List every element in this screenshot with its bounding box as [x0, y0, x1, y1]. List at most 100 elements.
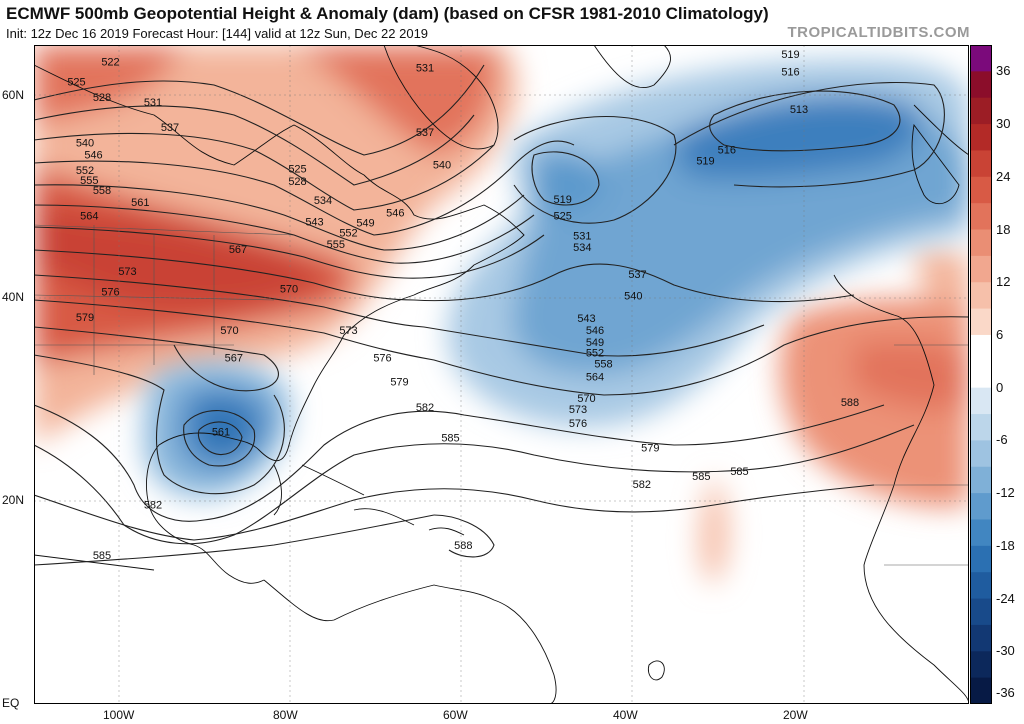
contour-label-582: 582: [144, 499, 162, 511]
colorbar-segment: [970, 203, 992, 231]
contour-label-513: 513: [790, 104, 808, 116]
colorbar-segment: [970, 71, 992, 99]
colorbar-label: -30: [996, 643, 1015, 658]
colorbar-segment: [970, 414, 992, 441]
anomaly-colorbar: [970, 45, 992, 704]
contour-label-525: 525: [67, 77, 85, 89]
contour-label-570: 570: [280, 283, 298, 295]
contour-label-585: 585: [730, 466, 748, 478]
colorbar-segment: [970, 651, 992, 679]
contour-label-522: 522: [101, 56, 119, 68]
contour-label-576: 576: [373, 352, 391, 364]
colorbar-segment: [970, 624, 992, 652]
forecast-info: Init: 12z Dec 16 2019 Forecast Hour: [14…: [6, 26, 429, 41]
contour-label-561: 561: [131, 197, 149, 209]
contour-label-558: 558: [93, 185, 111, 197]
contour-label-534: 534: [314, 195, 332, 207]
contour-label-543: 543: [577, 313, 595, 325]
longitude-label: 80W: [273, 708, 298, 722]
contour-label-537: 537: [628, 269, 646, 281]
contour-label-582: 582: [416, 402, 434, 414]
contour-label-519: 519: [696, 156, 714, 168]
latitude-label: 40N: [2, 290, 25, 304]
latitude-label: 60N: [2, 88, 25, 102]
contour-label-585: 585: [692, 471, 710, 483]
longitude-label: 60W: [443, 708, 468, 722]
contour-label-579: 579: [390, 377, 408, 389]
contour-label-528: 528: [93, 92, 111, 104]
contour-label-552: 552: [586, 347, 604, 359]
contour-label-576: 576: [101, 286, 119, 298]
colorbar-segment: [970, 229, 992, 257]
contour-label-537: 537: [416, 127, 434, 139]
colorbar-label: 18: [996, 222, 1011, 237]
colorbar-segment: [970, 150, 992, 178]
contour-label-588: 588: [841, 397, 859, 409]
contour-label-561: 561: [212, 426, 230, 438]
longitude-label: 20W: [783, 708, 808, 722]
colorbar-label: 24: [996, 169, 1011, 184]
colorbar-segment: [970, 545, 992, 573]
contour-label-528: 528: [288, 176, 306, 188]
colorbar-label: 6: [996, 327, 1004, 342]
contour-label-525: 525: [288, 164, 306, 176]
colorbar-segment: [970, 124, 992, 151]
colorbar-segment: [970, 493, 992, 520]
colorbar-label: 36: [996, 63, 1011, 78]
contour-label-570: 570: [577, 393, 595, 405]
political-borders: [34, 224, 969, 566]
contour-label-588: 588: [454, 540, 472, 552]
contour-label-555: 555: [80, 175, 98, 187]
colorbar-segment: [970, 440, 992, 468]
colorbar-segment: [970, 387, 992, 415]
contour-label-531: 531: [573, 231, 591, 243]
contour-label-582: 582: [633, 479, 651, 491]
map-frame: [34, 45, 969, 704]
contour-label-564: 564: [80, 210, 98, 222]
colorbar-segment: [970, 255, 992, 283]
colorbar-segment: [970, 97, 992, 125]
contour-label-534: 534: [573, 242, 591, 254]
contour-label-552: 552: [339, 228, 357, 240]
contour-label-558: 558: [594, 358, 612, 370]
contour-label-540: 540: [624, 291, 642, 303]
colorbar-frame: [970, 45, 992, 704]
contour-label-579: 579: [76, 312, 94, 324]
contour-label-570: 570: [220, 325, 238, 337]
latitude-label: EQ: [2, 696, 20, 710]
contour-label-519: 519: [554, 194, 572, 206]
brand-watermark: TROPICALTIDBITS.COM: [787, 24, 970, 41]
chart-title: ECMWF 500mb Geopotential Height & Anomal…: [6, 4, 769, 23]
contour-label-579: 579: [641, 443, 659, 455]
contour-label-531: 531: [144, 97, 162, 109]
longitude-label: 100W: [103, 708, 135, 722]
colorbar-segment: [970, 572, 992, 600]
contour-label-585: 585: [441, 432, 459, 444]
contour-label-555: 555: [327, 239, 345, 251]
colorbar-label: 0: [996, 380, 1004, 395]
colorbar-segment: [970, 361, 992, 389]
contour-label-567: 567: [225, 352, 243, 364]
colorbar-segment: [970, 466, 992, 494]
colorbar-segment: [970, 334, 992, 362]
colorbar-segment: [970, 308, 992, 336]
contour-label-531: 531: [416, 62, 434, 74]
contour-label-525: 525: [554, 210, 572, 222]
contour-label-573: 573: [569, 404, 587, 416]
colorbar-segment: [970, 282, 992, 310]
colorbar-segment: [970, 677, 992, 704]
latitude-label: 20N: [2, 493, 25, 507]
colorbar-segment: [970, 598, 992, 626]
colorbar-segment: [970, 176, 992, 204]
height-contours: [34, 64, 969, 566]
colorbar-label: -6: [996, 432, 1008, 447]
contour-label-540: 540: [76, 137, 94, 149]
contour-label-567: 567: [229, 244, 247, 256]
contour-label-576: 576: [569, 418, 587, 430]
contour-label-537: 537: [161, 122, 179, 134]
colorbar-label: 12: [996, 274, 1011, 289]
longitude-label: 40W: [613, 708, 638, 722]
contour-label-543: 543: [305, 217, 323, 229]
